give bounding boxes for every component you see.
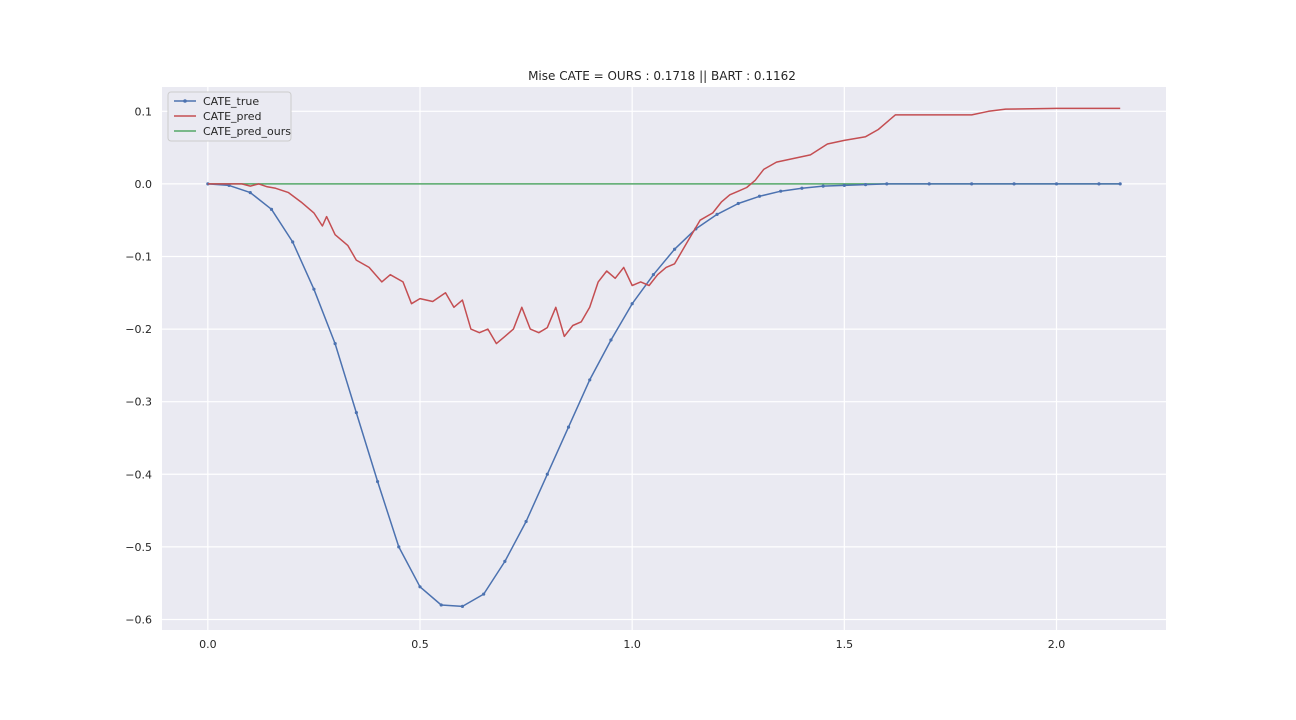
legend-marker [183, 99, 187, 103]
data-point [757, 194, 762, 198]
y-tick-label: −0.3 [125, 396, 152, 409]
data-point [842, 183, 846, 187]
data-point [545, 472, 549, 476]
y-tick-label: −0.6 [125, 613, 152, 626]
data-point [460, 604, 465, 609]
data-point [248, 191, 252, 195]
y-tick-label: −0.2 [125, 323, 152, 336]
data-point [1054, 182, 1059, 186]
x-tick-label: 0.0 [199, 638, 217, 651]
series-line [207, 107, 1121, 345]
data-point [588, 378, 592, 382]
data-point [375, 479, 380, 484]
y-tick-label: −0.4 [125, 468, 152, 481]
y-tick-label: 0.0 [135, 178, 153, 191]
data-point [354, 410, 358, 415]
data-point [312, 287, 316, 291]
legend-label: CATE_pred_ours [203, 125, 291, 138]
data-point [970, 182, 974, 186]
axis-ticks: 0.0 0.5 1.0 1.5 2.0 0.1 0.0 −0.1 −0.2 −0.3 −0.4 −0.… [125, 105, 1065, 651]
data-point [609, 338, 613, 342]
data-point [397, 545, 401, 549]
data-point [1012, 182, 1016, 186]
data-point [566, 425, 571, 429]
data-point [715, 212, 719, 217]
data-point [1097, 182, 1101, 186]
grid-lines [162, 87, 1166, 630]
data-point [885, 182, 889, 186]
data-point [291, 240, 295, 244]
y-tick-label: −0.5 [125, 541, 152, 554]
data-point [736, 201, 740, 206]
legend-label: CATE_pred [203, 110, 262, 123]
legend: CATE_true CATE_pred CATE_pred_ours [167, 91, 292, 142]
y-tick-label: −0.1 [125, 251, 152, 264]
x-tick-label: 1.0 [623, 638, 641, 651]
data-point [651, 273, 655, 277]
legend-box [167, 91, 292, 142]
data-point [821, 184, 825, 188]
x-tick-label: 1.5 [836, 638, 854, 651]
chart-title: Mise CATE = OURS : 0.1718 || BART : 0.11… [528, 69, 796, 83]
data-point [779, 189, 783, 193]
data-point [673, 247, 677, 251]
data-point [333, 342, 337, 346]
data-point [863, 183, 868, 187]
x-tick-label: 0.5 [411, 638, 429, 651]
data-point [269, 207, 274, 211]
data-point [927, 182, 931, 186]
data-point [800, 186, 804, 190]
legend-label: CATE_true [203, 95, 259, 108]
data-point [630, 302, 634, 306]
data-point [1118, 182, 1122, 186]
data-point [418, 585, 422, 589]
series-CATE_pred [207, 107, 1121, 345]
data-point [439, 603, 443, 607]
series-CATE_true [206, 182, 1122, 609]
data-point [524, 519, 528, 524]
series-layer [206, 107, 1122, 609]
plot-background [162, 87, 1166, 630]
y-tick-label: 0.1 [135, 105, 153, 118]
data-point [503, 559, 507, 563]
x-tick-label: 2.0 [1048, 638, 1066, 651]
data-point [482, 592, 486, 596]
